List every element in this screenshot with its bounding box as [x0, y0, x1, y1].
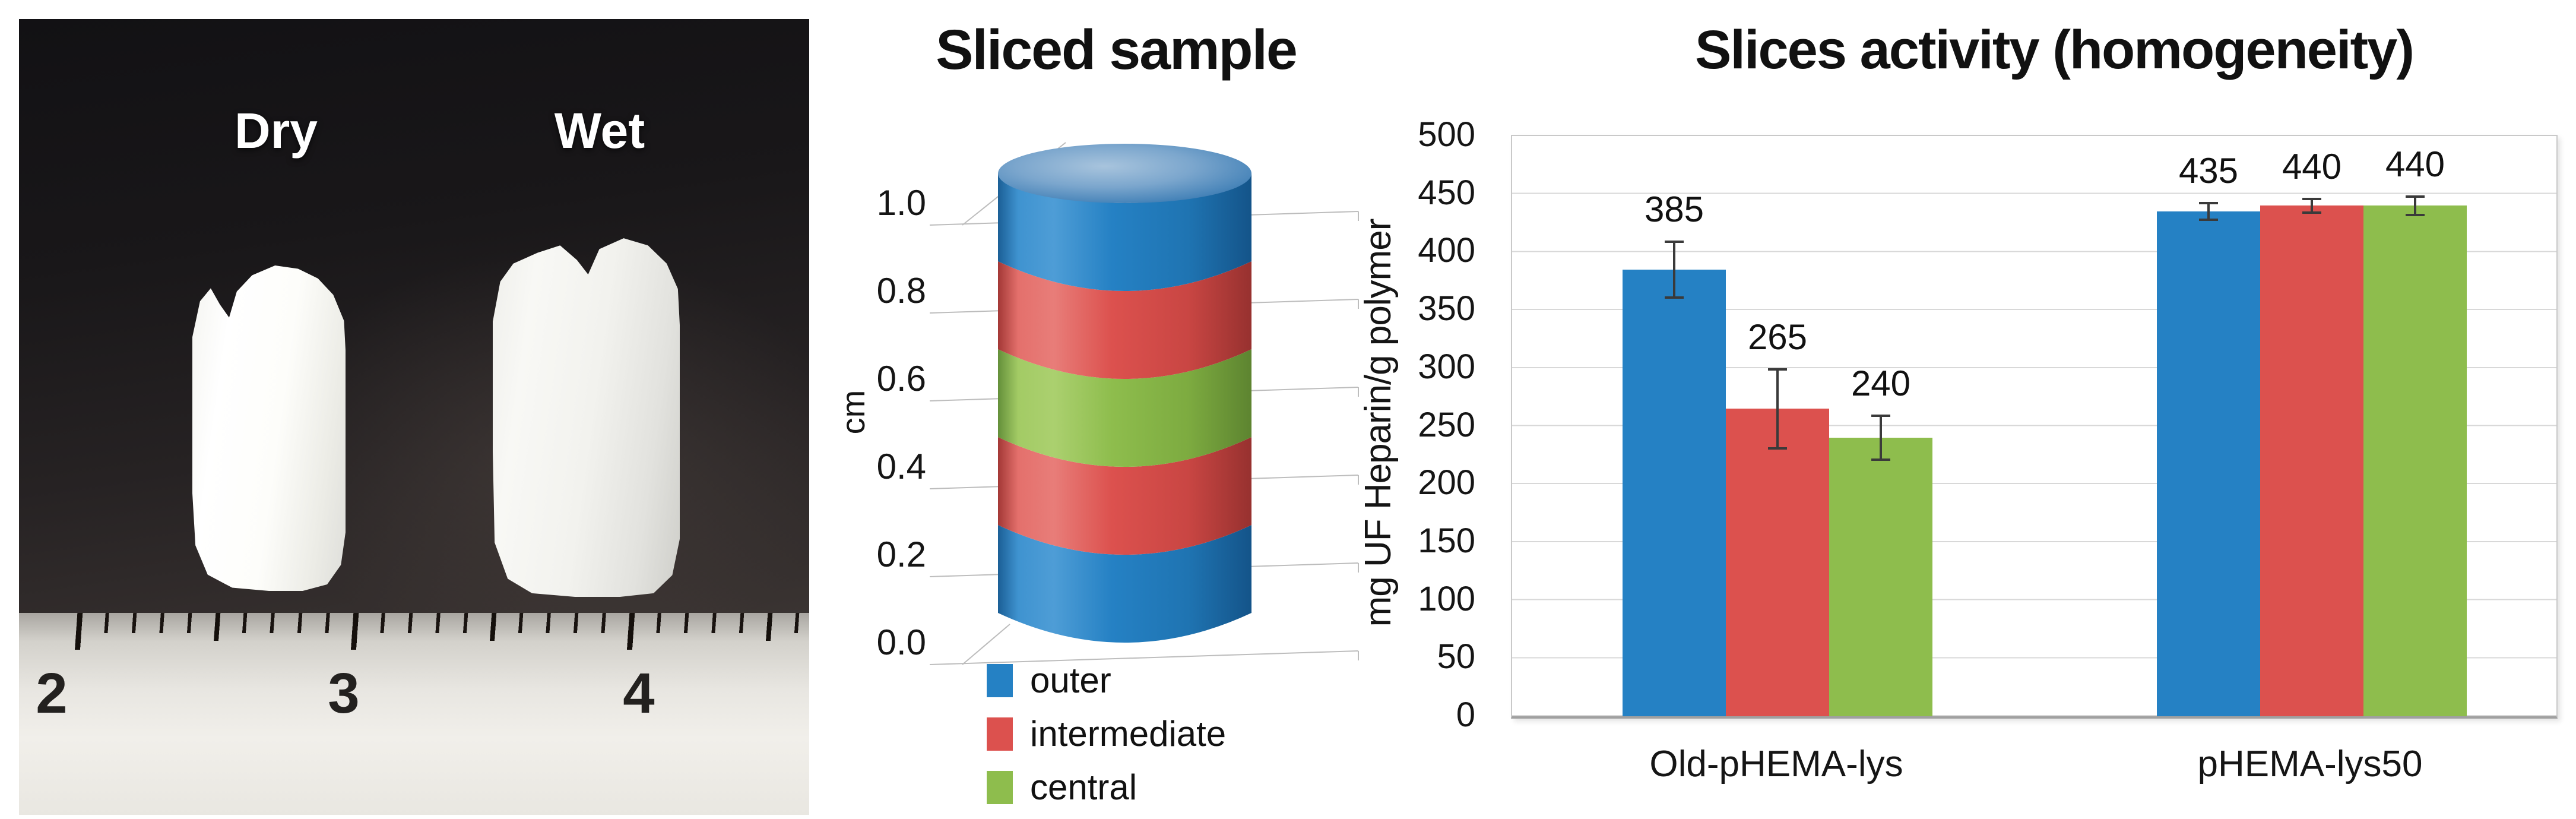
y-tick-350: 350 [1418, 289, 1475, 328]
y-tick-500: 500 [1418, 115, 1475, 154]
bar-chart-plot-area: 385 265 240 435 440 440 [1511, 135, 2558, 719]
wet-sample-cylinder [493, 238, 680, 597]
sample-photograph: Dry Wet 2 3 4 [19, 19, 809, 815]
category-label-phema-lys50: pHEMA-lys50 [2197, 744, 2423, 785]
y-tick-250: 250 [1418, 406, 1475, 444]
sliced-sample-title: Sliced sample [936, 18, 1298, 81]
bar-value-label: 385 [1644, 189, 1704, 229]
cm-tick-0_8: 0.8 [876, 271, 926, 311]
y-tick-150: 150 [1418, 521, 1475, 560]
cm-tick-1_0: 1.0 [876, 183, 926, 223]
error-bar [2311, 197, 2313, 214]
slice-intermediate-lower [998, 437, 1251, 555]
ruler: 2 3 4 [19, 613, 809, 815]
bar-intermediate-lys50 [2260, 197, 2363, 716]
bar-value-label: 240 [1851, 363, 1911, 403]
y-tick-100: 100 [1418, 580, 1475, 618]
bar-outer-old [1623, 240, 1726, 716]
bar-central-old [1829, 414, 1932, 716]
y-tick-200: 200 [1418, 463, 1475, 502]
wet-sample-label: Wet [554, 103, 645, 159]
dry-sample-label: Dry [234, 103, 318, 159]
cm-axis-label: cm [834, 390, 872, 435]
bar-value-label: 440 [2385, 144, 2445, 184]
ruler-number-3: 3 [328, 662, 360, 725]
bar-chart-title: Slices activity (homogeneity) [1695, 20, 2415, 80]
cm-tick-0_4: 0.4 [876, 447, 926, 486]
central-swatch-icon [987, 771, 1013, 804]
y-tick-300: 300 [1418, 347, 1475, 386]
cm-tick-0_0: 0.0 [876, 622, 926, 662]
slice-central [998, 349, 1251, 467]
bar-value-label: 265 [1747, 317, 1808, 357]
bar-value-label: 440 [2282, 146, 2342, 186]
y-tick-50: 50 [1437, 637, 1475, 676]
bar-outer-lys50 [2157, 202, 2260, 716]
cylinder-slices [998, 144, 1251, 643]
error-bar [1673, 240, 1675, 299]
intermediate-swatch-icon [987, 717, 1013, 751]
legend-label-intermediate: intermediate [1030, 714, 1227, 754]
bar-value-label: 435 [2178, 151, 2239, 191]
bar-central-lys50 [2363, 195, 2467, 716]
sliced-cylinder-plot [929, 142, 1359, 665]
dry-sample-cylinder [192, 265, 346, 591]
cm-tick-0_2: 0.2 [876, 535, 926, 574]
error-bar [1880, 414, 1882, 461]
slice-outer-top [998, 173, 1251, 291]
outer-swatch-icon [987, 664, 1013, 697]
ruler-number-4: 4 [623, 662, 655, 725]
slice-intermediate-upper [998, 261, 1251, 379]
cylinder-top-face [998, 144, 1251, 203]
y-tick-450: 450 [1418, 173, 1475, 212]
ruler-ticks [19, 613, 809, 652]
y-tick-0: 0 [1456, 695, 1475, 734]
error-bar [2414, 195, 2416, 216]
error-bar [2207, 202, 2210, 221]
category-label-old-phema-lys: Old-pHEMA-lys [1649, 744, 1903, 785]
legend-label-outer: outer [1030, 660, 1111, 700]
cm-tick-0_6: 0.6 [876, 359, 926, 399]
bar-intermediate-old [1726, 368, 1829, 716]
legend-label-central: central [1030, 767, 1138, 807]
y-tick-400: 400 [1418, 231, 1475, 270]
ruler-number-2: 2 [36, 662, 68, 725]
error-bar [1776, 368, 1779, 450]
slice-outer-bottom [998, 525, 1251, 643]
